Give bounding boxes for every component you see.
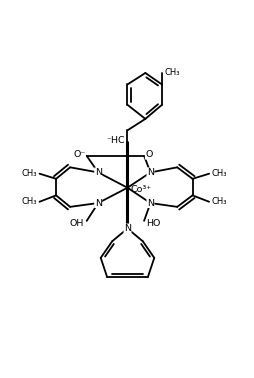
- Text: N: N: [123, 224, 131, 233]
- Text: HO: HO: [146, 219, 160, 228]
- Text: N: N: [94, 198, 101, 208]
- Text: N: N: [146, 198, 153, 208]
- Text: O⁻: O⁻: [73, 150, 85, 159]
- Text: Co³⁺: Co³⁺: [130, 184, 151, 194]
- Text: CH₃: CH₃: [21, 169, 37, 178]
- Text: OH: OH: [70, 219, 84, 228]
- Text: N: N: [94, 168, 101, 177]
- Text: CH₃: CH₃: [211, 169, 226, 178]
- Text: CH₃: CH₃: [164, 68, 179, 77]
- Text: CH₃: CH₃: [211, 197, 226, 206]
- Text: ⁻HC: ⁻HC: [106, 136, 124, 145]
- Text: N: N: [146, 168, 153, 177]
- Text: CH₃: CH₃: [21, 197, 37, 206]
- Text: O: O: [145, 150, 152, 159]
